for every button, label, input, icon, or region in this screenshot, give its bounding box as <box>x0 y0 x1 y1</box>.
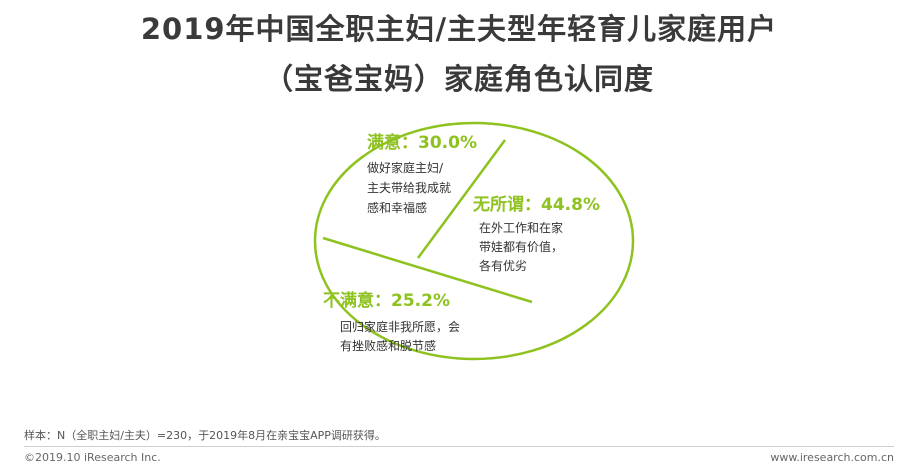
slice-desc-dissatisfied-2: 有挫败感和脱节感 <box>340 338 436 353</box>
slice-desc-satisfied-3: 感和幸福感 <box>367 200 427 215</box>
chart-title-line1: 2019年中国全职主妇/主夫型年轻育儿家庭用户 <box>140 12 778 46</box>
sample-note: 样本：N（全职主妇/主夫）=230，于2019年8月在亲宝宝APP调研获得。 <box>24 429 386 442</box>
slice-divider-2 <box>322 236 533 304</box>
slice-label-dissatisfied: 不满意：25.2% <box>323 290 450 311</box>
pie-outline <box>313 121 635 361</box>
slice-label-satisfied: 满意：30.0% <box>367 132 477 153</box>
copyright-text: ©2019.10 iResearch Inc. <box>24 451 161 464</box>
website-text: www.iresearch.com.cn <box>770 451 894 464</box>
slice-desc-indifferent-3: 各有优劣 <box>479 258 527 273</box>
footer-divider <box>24 446 894 447</box>
chart-title-line2: （宝爸宝妈）家庭角色认同度 <box>263 62 654 96</box>
slice-label-indifferent: 无所谓：44.8% <box>472 195 600 215</box>
slice-divider-1 <box>416 139 507 259</box>
slice-desc-satisfied-2: 主夫带给我成就 <box>367 181 451 195</box>
slice-desc-dissatisfied-1: 回归家庭非我所愿，会 <box>340 319 460 334</box>
slice-desc-indifferent-2: 带娃都有价值， <box>479 239 563 254</box>
slice-desc-indifferent-1: 在外工作和在家 <box>479 220 563 235</box>
slice-desc-satisfied-1: 做好家庭主妇/ <box>367 160 444 175</box>
